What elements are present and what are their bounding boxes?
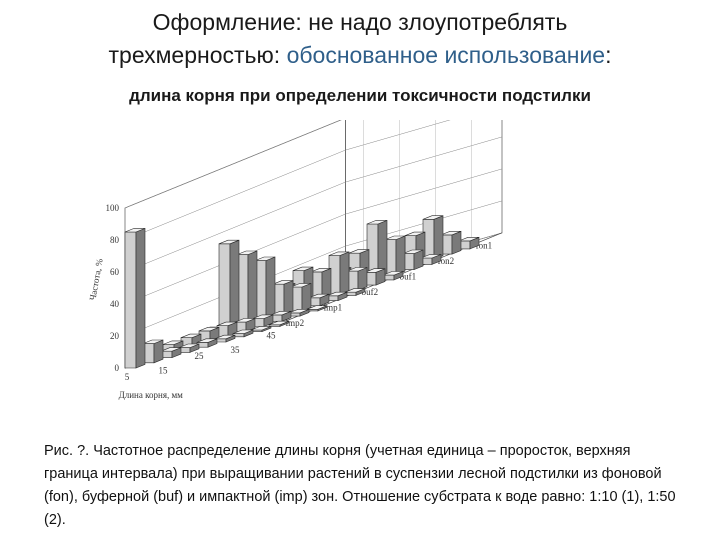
title-plain: трехмерностью: <box>108 42 287 68</box>
bar-chart-3d: 0 20 40 60 80 100 5 15 25 35 45 Длина корня, мм Част… <box>87 120 503 400</box>
bar <box>252 314 274 327</box>
title-line-2: трехмерностью: обоснованное использовани… <box>0 39 720 72</box>
y-tick-label: 80 <box>110 235 120 245</box>
bar <box>178 343 200 353</box>
chart-bars <box>124 215 480 369</box>
bar <box>326 291 348 302</box>
figure-caption: Рис. ?. Частотное распределение длины ко… <box>44 443 676 528</box>
y-tick-label: 20 <box>110 331 120 341</box>
bar <box>196 338 218 348</box>
x-tick-label: 5 <box>125 372 130 382</box>
bar <box>422 215 444 260</box>
bar <box>290 282 312 312</box>
bar <box>254 256 276 322</box>
series-label: fon1 <box>476 240 493 250</box>
bar <box>270 310 292 322</box>
bar <box>236 250 258 328</box>
x-axis-label: Длина корня, мм <box>119 390 184 400</box>
bar <box>346 267 368 291</box>
bar <box>308 293 330 307</box>
bar <box>268 320 290 327</box>
bar <box>306 305 328 312</box>
bar <box>440 230 462 255</box>
bar <box>420 253 442 265</box>
x-tick-label: 35 <box>231 345 241 355</box>
bar <box>364 268 386 286</box>
bar <box>328 251 350 296</box>
bar <box>250 325 272 333</box>
bar <box>402 249 424 271</box>
bar <box>160 347 182 359</box>
bar <box>272 280 294 317</box>
grid-line <box>124 120 342 209</box>
bar <box>216 321 238 338</box>
series-label: buf1 <box>400 271 417 281</box>
y-tick-label: 0 <box>115 363 120 373</box>
slide-title: Оформление: не надо злоупотреблять трехм… <box>0 6 720 72</box>
bar <box>214 334 236 343</box>
bar <box>310 267 332 302</box>
y-tick-label: 60 <box>110 267 120 277</box>
bar <box>234 318 256 333</box>
grid-line <box>124 200 503 337</box>
y-tick-label: 100 <box>106 203 120 213</box>
series-label: imp1 <box>324 302 343 312</box>
grid-line <box>124 168 503 305</box>
title-end: : <box>605 42 612 68</box>
series-label: imp2 <box>286 318 305 328</box>
bar <box>124 227 146 369</box>
y-tick-label: 40 <box>110 299 120 309</box>
series-label: buf2 <box>362 287 379 297</box>
x-tick-label: 45 <box>267 330 277 340</box>
bar <box>218 239 240 333</box>
grid-line <box>124 120 451 241</box>
title-line-1: Оформление: не надо злоупотреблять <box>152 9 568 35</box>
x-tick-label: 15 <box>159 366 169 376</box>
slide-subtitle: длина корня при определении токсичности … <box>129 86 591 105</box>
grid-line <box>124 136 503 273</box>
series-label: fon2 <box>438 256 455 266</box>
bar <box>366 219 388 281</box>
title-accent: обоснованное использование <box>286 42 606 68</box>
y-axis-label: Частота, % <box>87 257 104 301</box>
bar <box>232 329 254 338</box>
bar <box>142 339 164 364</box>
bar <box>344 288 366 296</box>
bar <box>384 235 406 276</box>
x-tick-label: 25 <box>195 351 205 361</box>
